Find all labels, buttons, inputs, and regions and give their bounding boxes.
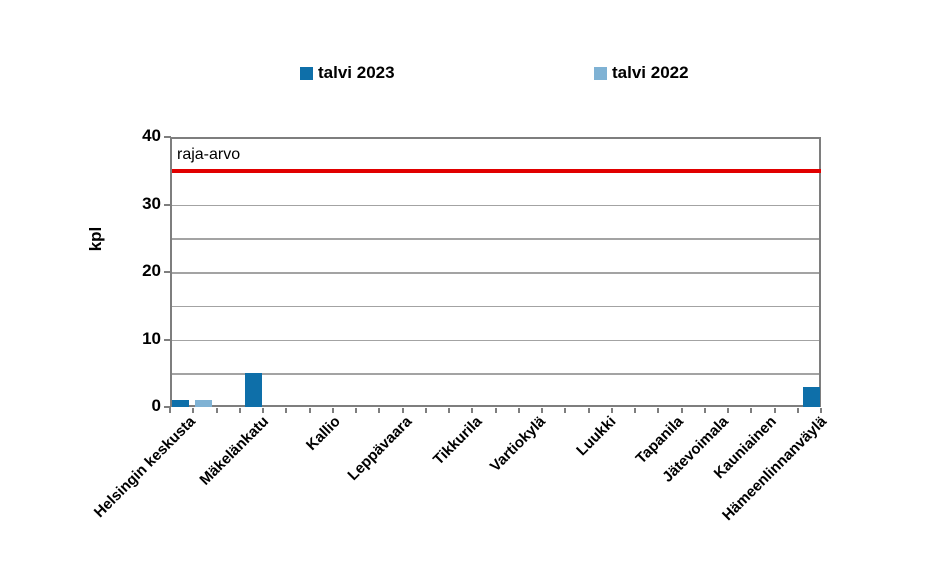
limit-line-label: raja-arvo	[177, 146, 241, 163]
legend-swatch-talvi-2022	[594, 66, 607, 80]
y-tick-mark-10	[164, 338, 171, 341]
x-tick-mark-12	[448, 408, 450, 413]
legend-label-talvi-2022: talvi 2022	[612, 63, 689, 82]
x-tick-mark-20	[634, 408, 636, 413]
y-tick-mark-30	[164, 203, 171, 206]
x-category-label-Mäkelänkatu: Mäkelänkatu	[196, 413, 273, 489]
x-tick-mark-23	[703, 408, 706, 413]
x-tick-mark-25	[750, 408, 753, 413]
x-tick-mark-5	[285, 408, 288, 413]
y-tick-label-10: 10	[142, 328, 161, 348]
x-tick-mark-27	[796, 408, 799, 413]
x-category-label-Tikkurila: Tikkurila	[429, 413, 486, 469]
y-tick-mark-0	[164, 406, 171, 408]
x-tick-mark-15	[517, 408, 520, 413]
x-tick-mark-9	[378, 408, 381, 413]
legend-label-talvi-2023: talvi 2023	[318, 63, 395, 82]
bar-talvi-2023-Mäkelänkatu	[245, 373, 262, 407]
x-category-label-Kallio: Kallio	[303, 413, 345, 454]
x-tick-mark-0	[169, 408, 171, 413]
x-tick-mark-19	[610, 408, 613, 413]
x-category-label-Vartiokylä: Vartiokylä	[486, 413, 550, 476]
gridline-20	[172, 272, 819, 274]
x-tick-mark-3	[238, 408, 241, 413]
x-tick-mark-22	[680, 408, 683, 413]
gridline-15	[172, 305, 819, 308]
y-tick-label-30: 30	[142, 193, 161, 213]
x-category-label-Helsingin-keskusta: Helsingin keskusta	[90, 413, 200, 522]
bar-talvi-2022-Helsingin-keskusta	[195, 400, 212, 407]
x-tick-mark-16	[541, 408, 543, 413]
x-tick-mark-18	[587, 408, 590, 413]
y-tick-label-20: 20	[142, 261, 161, 280]
limit-line	[172, 168, 821, 173]
legend-swatch-talvi-2023	[300, 66, 313, 80]
x-tick-mark-28	[820, 408, 822, 413]
x-tick-mark-11	[424, 408, 427, 413]
x-tick-mark-2	[215, 408, 218, 413]
y-tick-mark-40	[164, 136, 171, 138]
plot-area	[170, 137, 821, 407]
x-category-label-Luukki: Luukki	[572, 413, 620, 460]
x-tick-mark-1	[192, 408, 195, 413]
bar-talvi-2023-Hämeenlinnanväylä	[803, 386, 820, 407]
x-tick-mark-8	[355, 408, 357, 413]
x-tick-mark-7	[331, 408, 334, 413]
bar-talvi-2023-Helsingin-keskusta	[172, 400, 189, 407]
x-tick-mark-10	[401, 408, 404, 413]
x-tick-mark-6	[308, 408, 311, 413]
x-tick-mark-24	[727, 408, 729, 413]
x-tick-mark-26	[773, 408, 776, 413]
x-tick-mark-4	[262, 408, 264, 413]
legend-entry-talvi-2023: talvi 2023	[300, 63, 395, 83]
x-tick-mark-17	[564, 408, 567, 413]
legend-entry-talvi-2022: talvi 2022	[594, 63, 689, 83]
x-tick-mark-13	[471, 408, 474, 413]
x-tick-mark-21	[657, 408, 660, 413]
y-tick-mark-20	[164, 271, 171, 273]
x-category-label-Leppävaara: Leppävaara	[344, 413, 416, 484]
gridline-25	[172, 238, 819, 240]
y-tick-label-0: 0	[151, 396, 161, 415]
y-tick-label-40: 40	[142, 126, 161, 145]
x-tick-mark-14	[494, 408, 497, 413]
gridline-30	[172, 204, 819, 206]
gridline-5	[172, 373, 819, 375]
gridline-10	[172, 339, 819, 341]
